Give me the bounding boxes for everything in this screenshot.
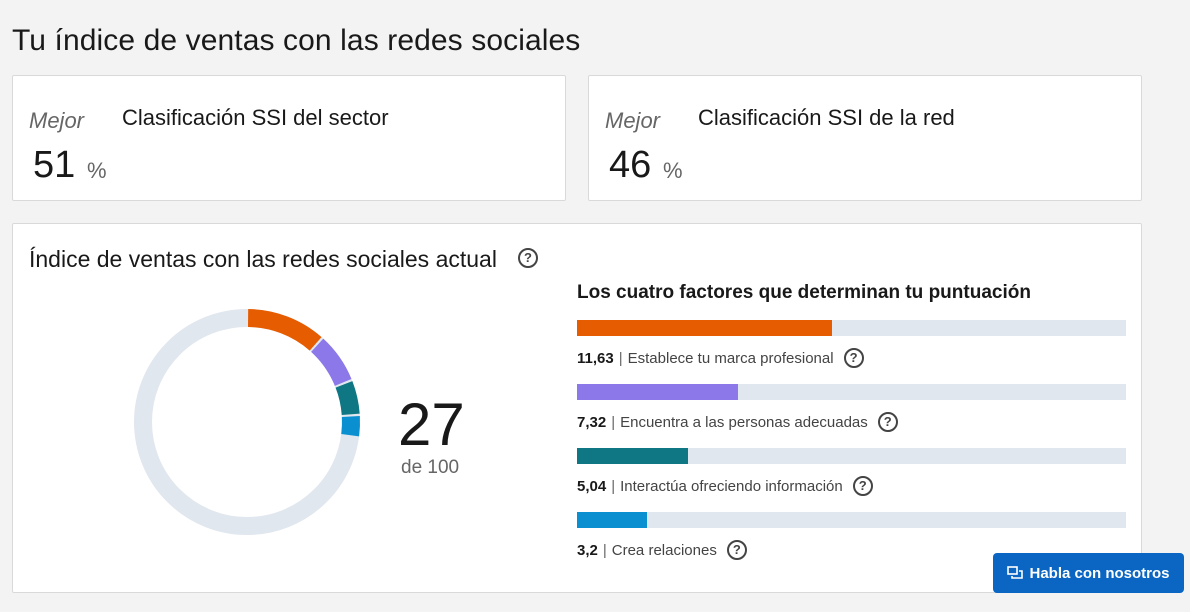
factor-label: Establece tu marca profesional	[627, 349, 834, 367]
donut-segment-3	[335, 381, 360, 416]
factor-value: 11,63	[577, 349, 614, 367]
question-circle-icon[interactable]: ?	[726, 540, 747, 560]
factor-brand: 11,63 | Establece tu marca profesional ?	[577, 320, 1126, 368]
factor-people: 7,32 | Encuentra a las personas adecuada…	[577, 384, 1126, 432]
network-rank-unit: %	[663, 158, 683, 183]
factor-insights: 5,04 | Interactúa ofreciendo información…	[577, 448, 1126, 496]
factor-bar-fill	[577, 448, 688, 464]
donut-segment-2	[310, 338, 352, 387]
donut-segment-4	[341, 416, 360, 437]
factors-title: Los cuatro factores que determinan tu pu…	[577, 282, 1031, 303]
sector-ranking-card: Mejor 51 % Clasificación SSI del sector	[12, 75, 566, 201]
factor-bar-track	[577, 512, 1126, 528]
factor-value: 3,2	[577, 541, 598, 559]
network-rank-qualifier: Mejor	[605, 108, 661, 133]
sector-rank-unit: %	[87, 158, 107, 183]
talk-to-us-button[interactable]: Habla con nosotros	[993, 553, 1184, 593]
question-circle-icon[interactable]: ?	[852, 476, 873, 496]
chat-bubbles-icon	[1007, 566, 1024, 579]
factor-bar-fill	[577, 384, 738, 400]
factor-bar-fill	[577, 512, 648, 528]
question-circle-icon[interactable]: ?	[877, 412, 898, 432]
factor-label: Interactúa ofreciendo información	[620, 477, 843, 495]
ssi-card: Índice de ventas con las redes sociales …	[12, 223, 1142, 593]
network-ranking-card: Mejor 46 % Clasificación SSI de la red	[588, 75, 1142, 201]
donut-segment-1	[247, 309, 322, 351]
ssi-score-of: de 100	[401, 457, 460, 478]
ssi-score: 27	[398, 391, 465, 458]
question-circle-icon[interactable]: ?	[518, 248, 538, 268]
factor-value: 5,04	[577, 477, 607, 495]
factor-value: 7,32	[577, 413, 607, 431]
factor-bar-track	[577, 448, 1126, 464]
ssi-title: Índice de ventas con las redes sociales …	[29, 246, 497, 272]
sector-rank-value: 51	[33, 144, 76, 186]
page-title: Tu índice de ventas con las redes social…	[12, 24, 581, 57]
factor-bar-track	[577, 320, 1126, 336]
talk-to-us-label: Habla con nosotros	[1029, 564, 1170, 582]
factor-bar-track	[577, 384, 1126, 400]
network-rank-label: Clasificación SSI de la red	[698, 105, 955, 130]
network-rank-value: 46	[609, 144, 652, 186]
question-circle-icon[interactable]: ?	[843, 348, 864, 368]
factor-label: Encuentra a las personas adecuadas	[620, 413, 868, 431]
factor-bar-fill	[577, 320, 833, 336]
sector-rank-label: Clasificación SSI del sector	[122, 105, 389, 130]
factor-label: Crea relaciones	[611, 541, 717, 559]
factor-relationships: 3,2 | Crea relaciones ?	[577, 512, 1126, 560]
ssi-donut-chart	[134, 309, 360, 535]
sector-rank-qualifier: Mejor	[29, 108, 85, 133]
